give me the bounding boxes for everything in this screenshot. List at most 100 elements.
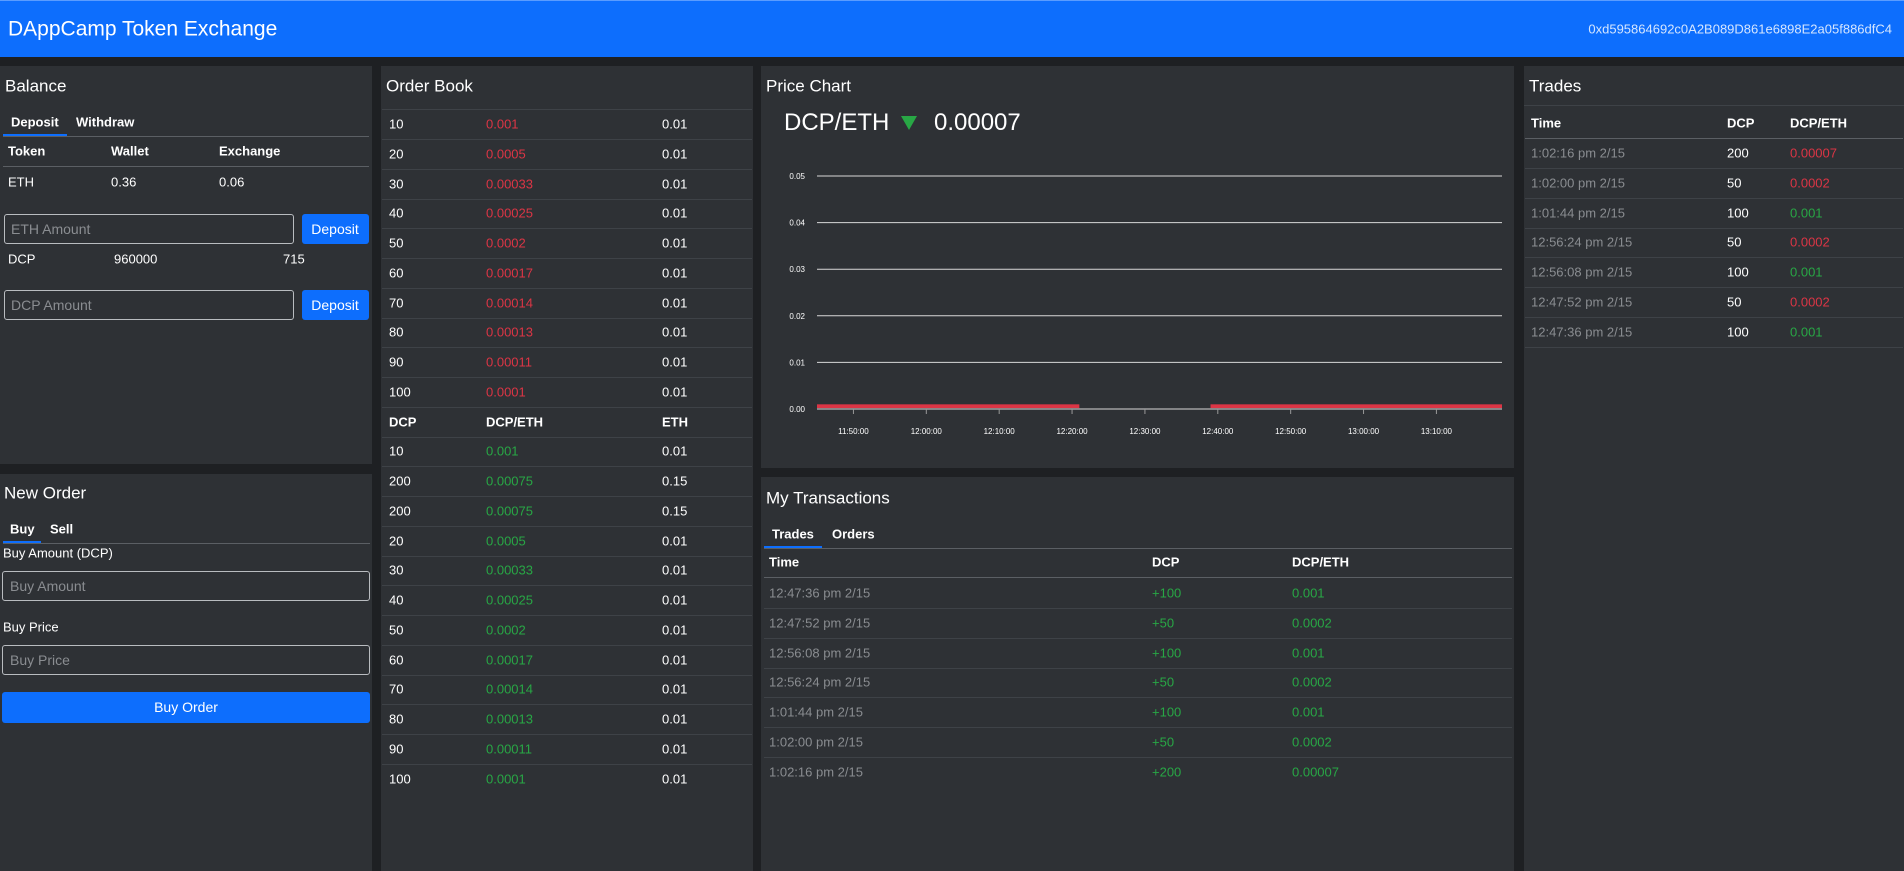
order-cell: 0.01 [662, 771, 688, 786]
divider [1525, 168, 1903, 169]
divider [382, 109, 752, 110]
deposit-button[interactable] [302, 290, 369, 320]
order-cell: 0.01 [662, 384, 688, 400]
tab-indicator [3, 541, 41, 543]
price-chart: 0.00 0.01 0.02 0.03 0.04 0.05 11:50:00 12:00:00… [789, 172, 1502, 436]
trade-cell: 50 [1727, 175, 1742, 191]
tab[interactable]: Orders [832, 526, 875, 542]
order-cell: 70 [389, 681, 404, 697]
divider [382, 377, 752, 378]
wallet-balance: 960000 [114, 251, 158, 267]
divider [382, 347, 752, 349]
trade-cell: 0.001 [1790, 324, 1823, 339]
divider [3, 136, 369, 137]
buy-amount-input[interactable] [2, 571, 370, 601]
transaction-cell: 1:02:00 pm 2/15 [769, 734, 863, 750]
order-cell: 0.0005 [486, 146, 526, 162]
order-cell: 0.00033 [486, 176, 533, 191]
divider [382, 406, 752, 408]
divider [764, 548, 1512, 549]
divider [382, 496, 752, 497]
order-cell: 80 [389, 711, 404, 727]
divider [764, 667, 1512, 669]
transaction-cell: 0.00007 [1292, 764, 1339, 779]
divider [382, 644, 752, 646]
deposit-button[interactable] [302, 214, 369, 244]
transaction-cell: 0.0002 [1292, 615, 1332, 631]
order-cell: 70 [389, 295, 404, 310]
field-label: Buy Amount (DCP) [3, 545, 113, 561]
order-cell: 100 [389, 384, 411, 400]
order-cell: 0.00075 [486, 473, 533, 489]
pair: DCP/ETH [784, 109, 890, 136]
trade-cell: 1:02:16 pm 2/15 [1531, 145, 1625, 161]
column-header: DCP [1727, 115, 1755, 131]
trade-cell: 12:47:36 pm 2/15 [1531, 324, 1633, 339]
divider [382, 704, 752, 706]
divider [1525, 316, 1903, 318]
order-cell: 0.00025 [486, 205, 533, 221]
app-title[interactable]: DAppCamp Token Exchange [8, 17, 278, 41]
column-header: Wallet [111, 143, 149, 159]
divider [3, 543, 370, 544]
x-tick-label: 12:10:00 [984, 427, 1016, 436]
x-tick-label: 11:50:00 [838, 427, 869, 436]
order-cell: 200 [389, 503, 411, 519]
amount-input[interactable] [4, 290, 294, 320]
order-cell: 0.01 [662, 622, 688, 638]
order-cell: 20 [389, 533, 404, 548]
transaction-cell: 0.001 [1292, 704, 1325, 720]
tab[interactable]: Deposit [11, 114, 59, 130]
order-cell: 40 [389, 205, 404, 221]
tab[interactable]: Withdraw [76, 114, 135, 130]
tab[interactable]: Sell [50, 521, 74, 537]
divider [382, 287, 752, 289]
divider [1525, 227, 1903, 229]
divider [382, 139, 752, 140]
divider [1525, 346, 1903, 348]
order-cell: 0.01 [662, 443, 688, 459]
divider [1525, 257, 1903, 259]
transaction-cell: +100 [1152, 704, 1182, 720]
divider [382, 525, 752, 527]
transaction-cell: +200 [1152, 764, 1182, 779]
trade-cell: 100 [1727, 324, 1749, 339]
exchange-balance: 0.06 [219, 174, 245, 190]
order-cell: 0.01 [662, 354, 688, 370]
trade-cell: 12:56:24 pm 2/15 [1531, 234, 1633, 250]
trade-cell: 100 [1727, 205, 1749, 220]
buy-price-input[interactable] [2, 645, 370, 675]
y-tick-label: 0.03 [789, 265, 805, 274]
trade-cell: 12:56:08 pm 2/15 [1531, 264, 1633, 280]
tab-indicator [3, 134, 67, 136]
order-cell: 0.01 [662, 265, 688, 281]
divider [382, 674, 752, 676]
divider [382, 436, 752, 438]
divider [764, 637, 1512, 639]
divider [764, 697, 1512, 699]
trades-panel [1524, 66, 1904, 871]
amount-input[interactable] [4, 214, 294, 244]
panel-title: Price Chart [766, 76, 852, 96]
order-cell: 90 [389, 354, 404, 370]
tab-indicator [764, 546, 822, 548]
order-cell: 60 [389, 265, 404, 281]
order-cell: 0.01 [662, 711, 688, 727]
x-tick-label: 12:40:00 [1202, 427, 1234, 436]
column-header: DCP/ETH [486, 414, 544, 429]
order-cell: 0.00013 [486, 711, 533, 727]
tab[interactable]: Trades [772, 526, 814, 542]
buy-order-button[interactable] [2, 692, 370, 723]
divider [382, 317, 752, 319]
x-tick-label: 12:20:00 [1056, 427, 1088, 436]
panel-title: Balance [5, 76, 67, 96]
divider [382, 555, 752, 557]
order-cell: 0.00011 [486, 741, 533, 757]
order-cell: 0.01 [662, 324, 688, 340]
tab[interactable]: Buy [10, 521, 35, 537]
token: ETH [8, 174, 34, 190]
order-cell: 0.00014 [486, 295, 533, 310]
token: DCP [8, 251, 36, 267]
order-cell: 0.15 [662, 503, 688, 519]
column-header: DCP [389, 414, 417, 429]
